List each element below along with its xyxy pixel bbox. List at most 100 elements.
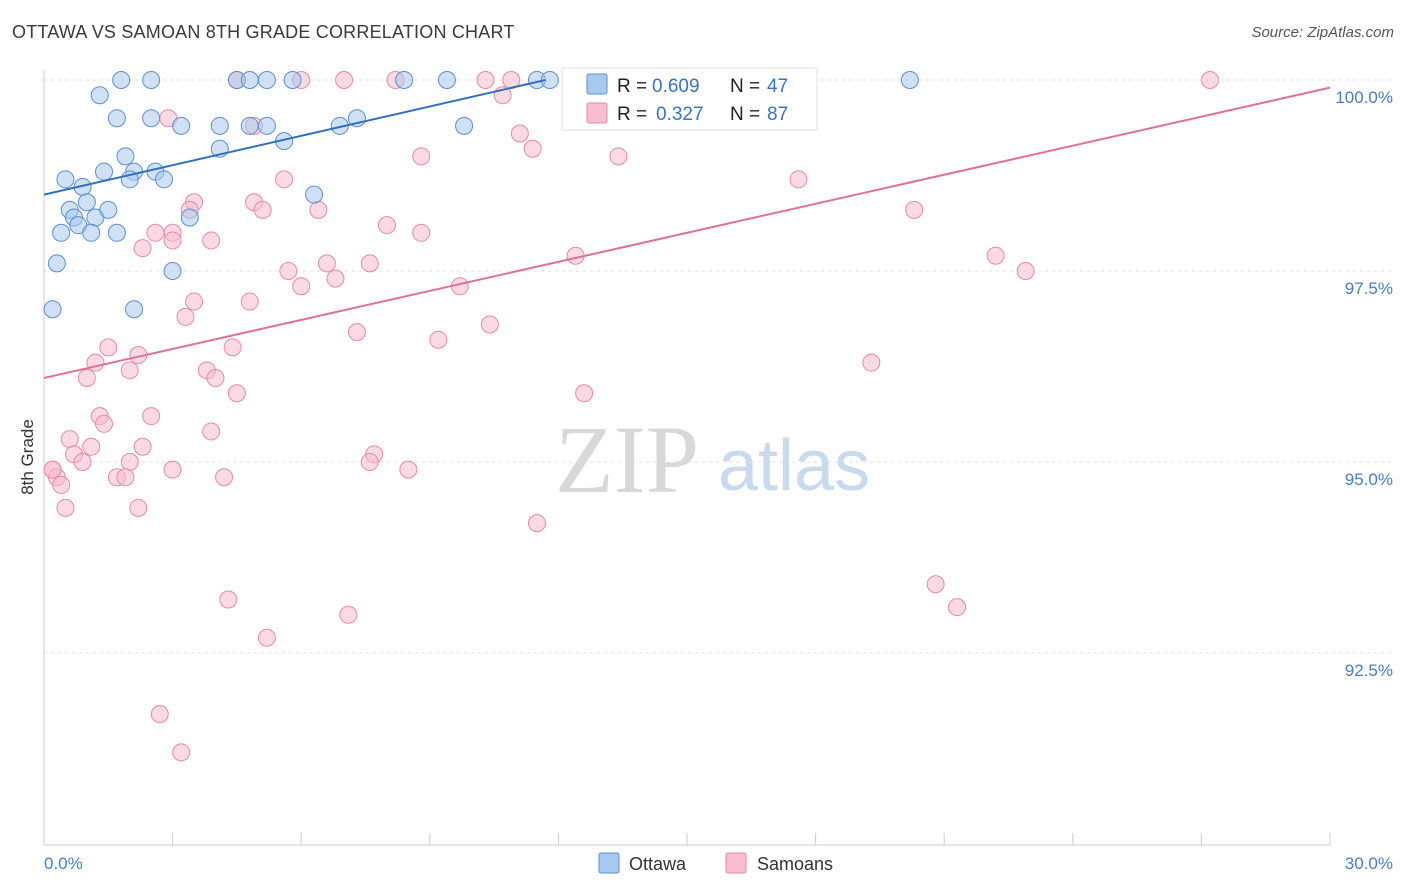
ottawa-point-40 <box>52 223 71 242</box>
samoans-point-53 <box>862 353 881 372</box>
ottawa-point-15 <box>172 116 191 135</box>
samoans-point-34 <box>279 262 298 280</box>
samoans-point-24 <box>412 223 431 242</box>
samoans-point-31 <box>986 246 1005 265</box>
samoans-point-23 <box>377 216 396 235</box>
samoans-point-2 <box>335 71 354 89</box>
ottawa-point-46 <box>125 300 144 319</box>
ottawa-point-0 <box>112 71 131 89</box>
series-legend-label-ottawa: Ottawa <box>629 854 687 874</box>
ottawa-point-39 <box>180 208 199 227</box>
y-tick-label-3: 92.5% <box>1345 661 1393 680</box>
samoans-point-19 <box>253 200 272 219</box>
stats-legend: R = 0.609 N = 47 R = 0.327 N = 87 <box>561 67 818 131</box>
x-ticks <box>43 833 1331 845</box>
samoans-point-84 <box>172 743 191 762</box>
chart-source: Source: ZipAtlas.com <box>1251 24 1394 41</box>
ottawa-point-41 <box>82 223 101 242</box>
ottawa-point-4 <box>257 71 276 89</box>
watermark-atlas: atlas <box>718 426 870 506</box>
samoans-point-68 <box>163 460 182 479</box>
legend-r-value-samoans: 0.327 <box>656 104 704 125</box>
y-tick-label-2: 95.0% <box>1345 470 1393 489</box>
samoans-trend-line <box>43 86 1331 379</box>
ottawa-point-12 <box>90 86 109 105</box>
samoans-point-11 <box>510 124 529 143</box>
samoans-point-65 <box>120 453 139 471</box>
samoans-point-14 <box>609 147 628 166</box>
y-axis-label: 8th Grade <box>18 419 37 495</box>
samoans-point-33 <box>360 254 379 273</box>
legend-n-value-ottawa: 47 <box>767 76 788 97</box>
x-tick-label-min: 0.0% <box>44 854 83 873</box>
watermark-zip: ZIP <box>555 406 699 513</box>
samoans-point-72 <box>52 475 71 494</box>
samoans-point-83 <box>150 705 169 724</box>
samoans-point-51 <box>77 368 96 387</box>
samoans-point-81 <box>339 605 358 624</box>
samoans-point-40 <box>240 292 259 311</box>
samoans-point-54 <box>227 384 246 403</box>
ottawa-trend-line <box>43 79 546 196</box>
samoans-point-13 <box>412 147 431 166</box>
samoans-point-29 <box>133 239 152 258</box>
legend-swatch-samoans <box>586 102 608 124</box>
ottawa-point-33 <box>77 193 96 212</box>
legend-r-label-ottawa: R = <box>617 76 647 97</box>
ottawa-point-37 <box>99 200 118 219</box>
ottawa-point-16 <box>210 116 229 135</box>
samoans-point-44 <box>429 330 448 349</box>
legend-n-label-ottawa: N = <box>730 76 760 97</box>
samoans-point-78 <box>219 590 238 609</box>
samoans-point-58 <box>95 414 114 433</box>
samoans-point-86 <box>116 468 135 487</box>
samoans-point-59 <box>202 422 221 441</box>
y-tick-label-1: 97.5% <box>1345 279 1393 298</box>
ottawa-point-1 <box>142 71 161 89</box>
watermark: ZIP atlas <box>555 406 870 513</box>
series-legend: Ottawa Samoans <box>598 852 833 874</box>
grid-lines <box>44 79 1392 654</box>
samoans-point-15 <box>275 170 294 189</box>
samoans-point-7 <box>1200 71 1219 89</box>
samoans-point-12 <box>523 139 542 158</box>
samoans-point-39 <box>185 292 204 311</box>
samoans-point-43 <box>347 323 366 342</box>
series-legend-label-samoans: Samoans <box>757 854 833 874</box>
samoans-point-60 <box>60 430 79 449</box>
ottawa-point-42 <box>107 223 126 242</box>
samoans-point-49 <box>120 361 139 380</box>
samoans-point-62 <box>82 437 101 456</box>
ottawa-point-11 <box>900 71 919 89</box>
x-tick-label-max: 30.0% <box>1345 854 1393 873</box>
samoans-point-76 <box>129 498 148 517</box>
ottawa-point-5 <box>283 71 302 89</box>
samoans-point-74 <box>215 468 234 487</box>
ottawa-point-7 <box>437 71 456 89</box>
series-legend-swatch-samoans <box>725 852 747 874</box>
ottawa-point-3 <box>240 71 259 89</box>
ottawa-point-18 <box>257 116 276 135</box>
samoans-point-66 <box>73 453 92 471</box>
samoans-point-28 <box>202 231 221 250</box>
samoans-point-82 <box>257 628 276 647</box>
samoans-point-35 <box>1016 262 1035 280</box>
samoans-point-61 <box>133 437 152 456</box>
ottawa-point-32 <box>305 185 324 204</box>
ottawa-point-22 <box>455 116 474 135</box>
ottawa-point-43 <box>47 254 66 273</box>
ottawa-point-24 <box>116 147 135 166</box>
legend-n-value-samoans: 87 <box>767 104 788 125</box>
ottawa-point-30 <box>56 170 75 189</box>
ottawa-point-13 <box>107 109 126 128</box>
samoans-point-41 <box>176 307 195 326</box>
chart-title: OTTAWA VS SAMOAN 8TH GRADE CORRELATION C… <box>12 22 515 42</box>
samoans-point-75 <box>56 498 75 517</box>
samoans-point-42 <box>480 315 499 334</box>
ottawa-point-17 <box>240 116 259 135</box>
legend-r-value-ottawa: 0.609 <box>652 76 700 97</box>
samoans-point-77 <box>527 514 546 533</box>
samoans-point-36 <box>326 269 345 288</box>
y-tick-label-0: 100.0% <box>1335 88 1393 107</box>
